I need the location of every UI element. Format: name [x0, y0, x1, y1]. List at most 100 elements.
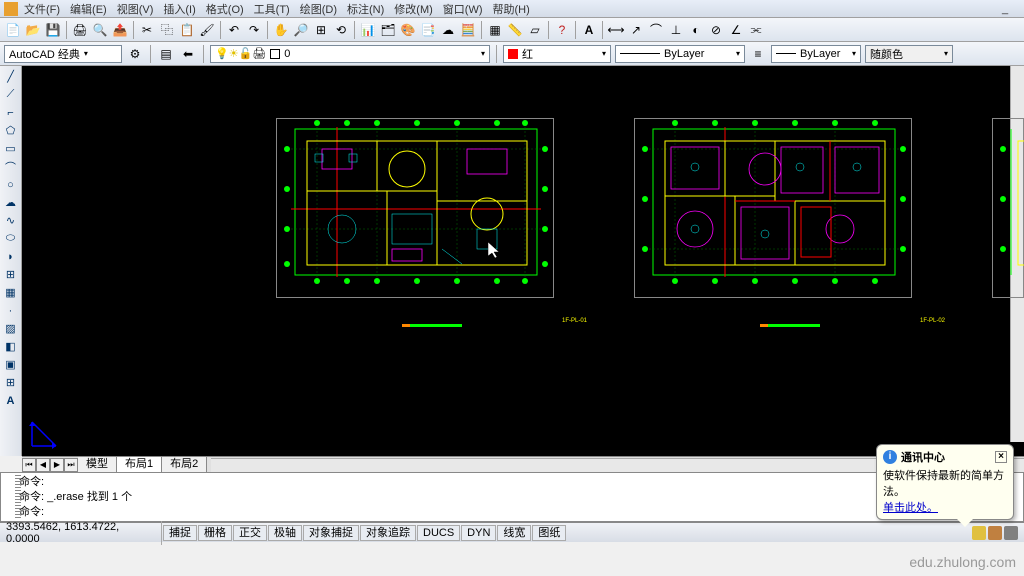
workspace-settings-icon[interactable]: ⚙ — [126, 45, 144, 63]
pline-icon[interactable]: ⌐ — [2, 104, 20, 121]
ellipse-icon[interactable]: ⬭ — [2, 230, 20, 247]
linetype-combo[interactable]: ByLayer ▾ — [615, 45, 745, 63]
match-icon[interactable]: 🖌 — [198, 21, 216, 39]
polar-toggle[interactable]: 极轴 — [268, 525, 302, 541]
line-icon[interactable]: ╱ — [2, 68, 20, 85]
paper-toggle[interactable]: 图纸 — [532, 525, 566, 541]
help-icon[interactable]: ? — [553, 21, 571, 39]
sheet-set-icon[interactable]: 📑 — [419, 21, 437, 39]
properties-icon[interactable]: 📊 — [359, 21, 377, 39]
dim-ord-icon[interactable]: ⊥ — [667, 21, 685, 39]
new-icon[interactable]: 📄 — [4, 21, 22, 39]
polygon-icon[interactable]: ⬠ — [2, 122, 20, 139]
lineweight-combo[interactable]: ByLayer ▾ — [771, 45, 861, 63]
ortho-toggle[interactable]: 正交 — [233, 525, 267, 541]
table-icon[interactable]: ⊞ — [2, 374, 20, 391]
osnap-toggle[interactable]: 对象捕捉 — [303, 525, 359, 541]
design-center-icon[interactable]: 🗂 — [379, 21, 397, 39]
tab-last-icon[interactable]: ⏭ — [64, 458, 78, 472]
snap-toggle[interactable]: 捕捉 — [163, 525, 197, 541]
pan-icon[interactable]: ✋ — [272, 21, 290, 39]
tab-first-icon[interactable]: ⏮ — [22, 458, 36, 472]
block-icon[interactable]: ▦ — [486, 21, 504, 39]
lock-icon[interactable] — [988, 526, 1002, 540]
menu-edit[interactable]: 编辑(E) — [70, 1, 107, 17]
dyn-toggle[interactable]: DYN — [461, 525, 496, 541]
preview-icon[interactable]: 🔍 — [91, 21, 109, 39]
menu-view[interactable]: 视图(V) — [117, 1, 154, 17]
dim-quick-icon[interactable]: ⫘ — [747, 21, 765, 39]
dim-ang-icon[interactable]: ∠ — [727, 21, 745, 39]
tool-palette-icon[interactable]: 🎨 — [399, 21, 417, 39]
grid-toggle[interactable]: 栅格 — [198, 525, 232, 541]
rectangle-icon[interactable]: ▭ — [2, 140, 20, 157]
layer-icon[interactable]: ▤ — [157, 45, 175, 63]
menu-dimension[interactable]: 标注(N) — [347, 1, 384, 17]
publish-icon[interactable]: 📤 — [111, 21, 129, 39]
undo-icon[interactable]: ↶ — [225, 21, 243, 39]
drawing-canvas[interactable]: 1F-PL-01 — [22, 66, 1024, 456]
calc-icon[interactable]: 🧮 — [459, 21, 477, 39]
coordinates-display[interactable]: 3393.5462, 1613.4722, 0.0000 — [0, 521, 162, 545]
tab-model[interactable]: 模型 — [78, 457, 117, 472]
markup-icon[interactable]: ☁ — [439, 21, 457, 39]
mtext-icon[interactable]: A — [2, 392, 20, 409]
menu-draw[interactable]: 绘图(D) — [300, 1, 337, 17]
text-a-icon[interactable]: A — [580, 21, 598, 39]
minimize-button[interactable]: _ — [996, 3, 1014, 15]
area-icon[interactable]: ▱ — [526, 21, 544, 39]
notif-link[interactable]: 单击此处。 — [883, 502, 938, 514]
zoom-win-icon[interactable]: ⊞ — [312, 21, 330, 39]
xline-icon[interactable]: ⟋ — [2, 86, 20, 103]
tab-layout1[interactable]: 布局1 — [117, 457, 162, 472]
circle-icon[interactable]: ○ — [2, 176, 20, 193]
print-icon[interactable]: 🖨 — [71, 21, 89, 39]
dim-rad-icon[interactable]: ◐ — [687, 21, 705, 39]
menu-modify[interactable]: 修改(M) — [394, 1, 433, 17]
spline-icon[interactable]: ∿ — [2, 212, 20, 229]
dim-aligned-icon[interactable]: ↗ — [627, 21, 645, 39]
close-icon[interactable]: × — [995, 451, 1007, 463]
otrack-toggle[interactable]: 对象追踪 — [360, 525, 416, 541]
dim-linear-icon[interactable]: ⟷ — [607, 21, 625, 39]
save-icon[interactable]: 💾 — [44, 21, 62, 39]
menu-file[interactable]: 文件(F) — [24, 1, 60, 17]
paste-icon[interactable]: 📋 — [178, 21, 196, 39]
dim-dia-icon[interactable]: ⊘ — [707, 21, 725, 39]
zoom-rt-icon[interactable]: 🔎 — [292, 21, 310, 39]
tray-icon[interactable] — [1004, 526, 1018, 540]
tab-prev-icon[interactable]: ◀ — [36, 458, 50, 472]
color-combo[interactable]: 红 ▾ — [503, 45, 611, 63]
linetype-btn-icon[interactable]: ≡ — [749, 45, 767, 63]
menu-format[interactable]: 格式(O) — [206, 1, 244, 17]
menu-insert[interactable]: 插入(I) — [163, 1, 195, 17]
plotstyle-combo[interactable]: 随颜色 ▾ — [865, 45, 953, 63]
region-icon[interactable]: ▣ — [2, 356, 20, 373]
ducs-toggle[interactable]: DUCS — [417, 525, 460, 541]
tab-next-icon[interactable]: ▶ — [50, 458, 64, 472]
command-window[interactable]: 命令: 命令: _.erase 找到 1 个 命令: — [0, 472, 1024, 522]
arc-icon[interactable]: ⌒ — [2, 158, 20, 175]
revcloud-icon[interactable]: ☁ — [2, 194, 20, 211]
layer-prev-icon[interactable]: ⬅ — [179, 45, 197, 63]
layer-combo[interactable]: 💡 ☀ 🔓 🖨 0 ▾ — [210, 45, 490, 63]
tab-layout2[interactable]: 布局2 — [162, 457, 207, 472]
ellipse-arc-icon[interactable]: ◗ — [2, 248, 20, 265]
menu-tools[interactable]: 工具(T) — [254, 1, 290, 17]
lwt-toggle[interactable]: 线宽 — [497, 525, 531, 541]
menu-window[interactable]: 窗口(W) — [443, 1, 483, 17]
cut-icon[interactable]: ✂ — [138, 21, 156, 39]
point-icon[interactable]: · — [2, 302, 20, 319]
comm-icon[interactable] — [972, 526, 986, 540]
gradient-icon[interactable]: ◧ — [2, 338, 20, 355]
hatch-icon[interactable]: ▨ — [2, 320, 20, 337]
workspace-combo[interactable]: AutoCAD 经典 ▾ — [4, 45, 122, 63]
copy-icon[interactable]: ⿻ — [158, 21, 176, 39]
insert-icon[interactable]: ⊞ — [2, 266, 20, 283]
menu-help[interactable]: 帮助(H) — [493, 1, 530, 17]
redo-icon[interactable]: ↷ — [245, 21, 263, 39]
dist-icon[interactable]: 📏 — [506, 21, 524, 39]
zoom-prev-icon[interactable]: ⟲ — [332, 21, 350, 39]
make-block-icon[interactable]: ▦ — [2, 284, 20, 301]
dim-arc-icon[interactable]: ⌒ — [647, 21, 665, 39]
